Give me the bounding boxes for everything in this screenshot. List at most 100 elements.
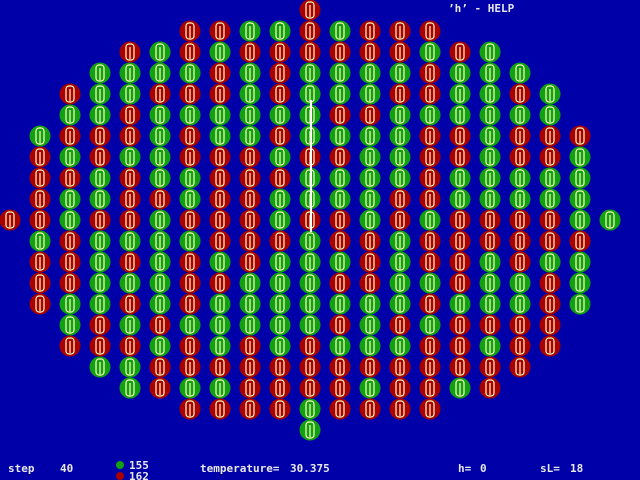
step-label: step	[8, 462, 35, 475]
cell-icon	[275, 274, 285, 292]
cell-icon	[395, 169, 405, 187]
cell-icon	[245, 253, 255, 271]
cell-icon	[185, 337, 195, 355]
cell-icon	[425, 85, 435, 103]
cell-icon	[155, 337, 165, 355]
temperature-value: 30.375	[290, 462, 330, 475]
cell-icon	[305, 232, 315, 250]
cell-icon	[335, 85, 345, 103]
cell-icon	[185, 211, 195, 229]
cell-icon	[425, 232, 435, 250]
cell-icon	[455, 295, 465, 313]
cell-icon	[95, 232, 105, 250]
cell-icon	[365, 379, 375, 397]
cell-icon	[155, 148, 165, 166]
cell-icon	[125, 106, 135, 124]
cell-icon	[95, 64, 105, 82]
cell-icon	[515, 274, 525, 292]
cell-icon	[245, 316, 255, 334]
cell-icon	[275, 148, 285, 166]
cell-icon	[485, 274, 495, 292]
cell-icon	[65, 169, 75, 187]
cell-icon	[65, 295, 75, 313]
cell-icon	[215, 400, 225, 418]
cell-icon	[545, 274, 555, 292]
cell-icon	[455, 64, 465, 82]
cell-icon	[335, 274, 345, 292]
cell-icon	[395, 295, 405, 313]
cell-icon	[215, 85, 225, 103]
cell-icon	[65, 337, 75, 355]
cell-icon	[275, 337, 285, 355]
cell-icon	[485, 127, 495, 145]
cell-icon	[425, 274, 435, 292]
cell-icon	[485, 43, 495, 61]
cell-icon	[575, 169, 585, 187]
cell-icon	[425, 337, 435, 355]
cell-icon	[395, 379, 405, 397]
cell-icon	[215, 379, 225, 397]
cell-icon	[395, 232, 405, 250]
cell-icon	[155, 64, 165, 82]
cell-icon	[455, 169, 465, 187]
cell-icon	[95, 274, 105, 292]
cell-icon	[515, 190, 525, 208]
cell-icon	[95, 148, 105, 166]
cell-icon	[455, 316, 465, 334]
cell-icon	[275, 190, 285, 208]
cell-icon	[485, 337, 495, 355]
cell-icon	[35, 127, 45, 145]
cell-icon	[245, 148, 255, 166]
cell-icon	[215, 148, 225, 166]
cell-icon	[35, 169, 45, 187]
cell-icon	[275, 127, 285, 145]
cell-icon	[305, 64, 315, 82]
cell-icon	[65, 85, 75, 103]
cell-icon	[515, 337, 525, 355]
cell-icon	[185, 22, 195, 40]
cell-icon	[395, 400, 405, 418]
cell-icon	[305, 400, 315, 418]
cell-icon	[515, 85, 525, 103]
cell-icon	[65, 211, 75, 229]
cell-icon	[245, 295, 255, 313]
cell-icon	[125, 232, 135, 250]
cell-icon	[515, 295, 525, 313]
cell-icon	[545, 85, 555, 103]
cell-icon	[95, 106, 105, 124]
cell-icon	[575, 127, 585, 145]
cell-icon	[335, 64, 345, 82]
cell-icon	[545, 190, 555, 208]
cell-icon	[395, 148, 405, 166]
cell-icon	[485, 316, 495, 334]
cell-icon	[365, 190, 375, 208]
cell-icon	[155, 43, 165, 61]
red-dot	[116, 472, 124, 480]
cell-icon	[125, 64, 135, 82]
cell-icon	[365, 169, 375, 187]
cell-icon	[125, 190, 135, 208]
cell-icon	[35, 190, 45, 208]
cell-icon	[215, 127, 225, 145]
cell-icon	[215, 274, 225, 292]
cell-icon	[125, 274, 135, 292]
cell-icon	[185, 85, 195, 103]
cell-icon	[275, 85, 285, 103]
cell-icon	[65, 232, 75, 250]
cell-icon	[95, 211, 105, 229]
green-dot	[116, 461, 124, 469]
cell-icon	[245, 106, 255, 124]
cell-icon	[485, 379, 495, 397]
cell-icon	[395, 211, 405, 229]
cell-icon	[515, 358, 525, 376]
cell-icon	[35, 148, 45, 166]
cell-icon	[125, 169, 135, 187]
cell-icon	[185, 379, 195, 397]
cell-icon	[365, 400, 375, 418]
cell-icon	[245, 358, 255, 376]
cell-icon	[215, 22, 225, 40]
cell-icon	[245, 232, 255, 250]
cell-icon	[185, 295, 195, 313]
cell-icon	[245, 43, 255, 61]
